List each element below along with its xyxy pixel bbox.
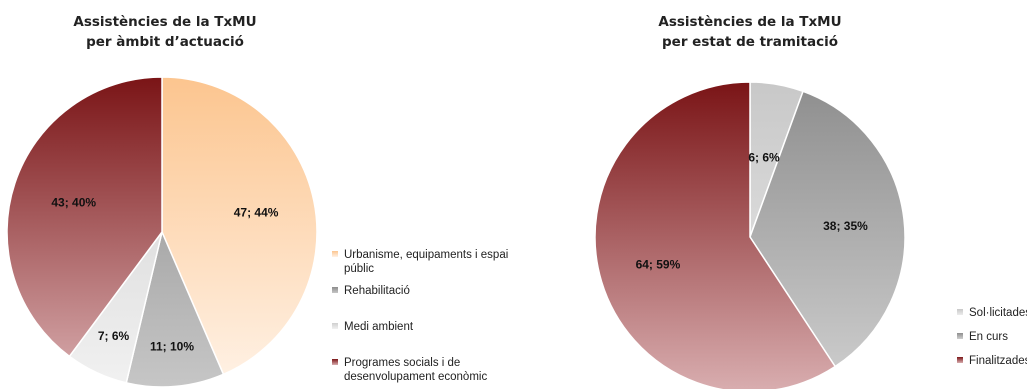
chart-title-line: per àmbit d’actuació (86, 34, 244, 50)
legend-label: Urbanisme, equipaments i espai públic (344, 249, 509, 275)
legend-label: En curs (969, 331, 1008, 343)
legend-swatch (957, 357, 963, 363)
legend-swatch (332, 287, 338, 293)
legend-swatch (332, 251, 338, 257)
chart-title-line: per estat de tramitació (662, 34, 838, 50)
legend-label: Medi ambient (344, 321, 414, 333)
pie-data-label: 47; 44% (234, 206, 279, 220)
legend-label: Rehabilitació (344, 285, 410, 297)
chart-title-line: Assistències de la TxMU (658, 14, 842, 30)
pie-labels-ambit: 47; 44% 11; 10% 7; 6% 43; 40% (51, 196, 278, 354)
legend-label: Programes socials i de desenvolupament ec… (344, 357, 488, 383)
pie-slices-estat (594, 81, 906, 389)
legend-label: Finalitzades (969, 355, 1027, 367)
legend-swatch (332, 323, 338, 329)
legend-swatch (332, 359, 338, 365)
legend-swatch (957, 333, 963, 339)
pie-data-label: 7; 6% (98, 329, 130, 343)
pie-data-label: 38; 35% (823, 219, 868, 233)
pie-data-label: 11; 10% (150, 339, 194, 353)
pie-data-label: 43; 40% (51, 196, 96, 210)
pie-slices-ambit (6, 76, 318, 388)
legend-ambit: Urbanisme, equipaments i espai públic Reha… (332, 248, 562, 388)
chart-title-line: Assistències de la TxMU (73, 14, 257, 30)
pie-data-label: 64; 59% (636, 258, 681, 272)
chart-title-ambit: Assistències de la TxMU per àmbit d’actu… (20, 12, 310, 52)
pie-labels-estat: 6; 6% 38; 35% 64; 59% (636, 151, 869, 272)
pie-slice-estat-2 (594, 81, 837, 389)
pie-slice-ambit-1 (125, 229, 225, 388)
pie-slice-ambit-3 (6, 76, 163, 358)
pie-data-label: 6; 6% (748, 151, 780, 165)
pie-slice-ambit-0 (161, 76, 318, 376)
legend-swatch (957, 309, 963, 315)
pie-slice-estat-1 (749, 90, 906, 368)
legend-estat: Sol·licitades En curs Finalitzades (957, 306, 1027, 386)
legend-label: Sol·licitades (969, 307, 1027, 319)
chart-title-estat: Assistències de la TxMU per estat de tra… (600, 12, 900, 52)
